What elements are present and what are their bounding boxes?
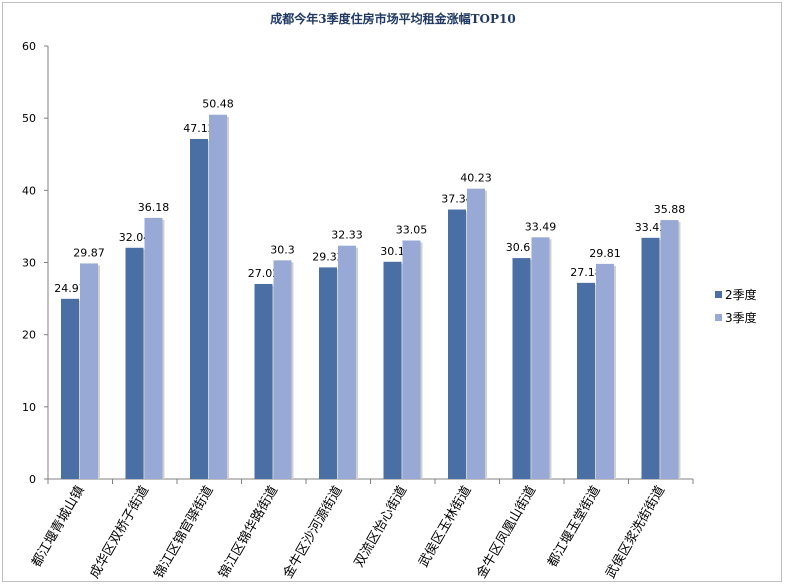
bar-q3 xyxy=(273,260,292,479)
data-label: 36.18 xyxy=(138,201,170,214)
data-label: 37.34 xyxy=(441,193,473,206)
y-tick-label: 0 xyxy=(29,473,36,486)
x-category-label: 都江堰玉堂街道 xyxy=(545,484,603,570)
bar-q2 xyxy=(641,237,660,479)
bar-q2 xyxy=(383,261,402,479)
x-category-label: 都江堰青城山镇 xyxy=(29,484,87,570)
x-category-label: 锦江区锦官驿街道 xyxy=(151,483,217,581)
x-category-label: 成华区双桥子街道 xyxy=(87,484,152,582)
bar-q3 xyxy=(338,245,356,479)
data-label: 32.33 xyxy=(331,229,363,242)
data-label: 27.18 xyxy=(570,266,602,279)
y-tick-label: 60 xyxy=(22,40,36,53)
bar-q3 xyxy=(596,263,614,479)
bar-q3 xyxy=(209,114,227,479)
bar-q2 xyxy=(577,282,595,479)
bar-q2 xyxy=(190,138,208,479)
y-tick-label: 20 xyxy=(22,329,36,342)
bar-q2 xyxy=(512,258,531,479)
legend-swatch-q3 xyxy=(715,314,722,321)
data-label: 30.1 xyxy=(380,245,405,258)
bar-q2 xyxy=(448,209,466,479)
data-label: 32.04 xyxy=(119,231,151,244)
legend-item-q2: 2季度 xyxy=(715,286,757,303)
data-label: 29.81 xyxy=(589,247,621,260)
x-category-label: 双流区怡心街道 xyxy=(352,484,410,570)
chart-title: 成都今年3季度住房市场平均租金涨幅TOP10 xyxy=(270,12,516,26)
x-category-label: 金牛区凤凰山街道 xyxy=(473,483,539,581)
bar-q2 xyxy=(254,284,273,479)
data-label: 30.61 xyxy=(506,241,538,254)
data-label: 24.97 xyxy=(54,282,86,295)
data-label: 35.88 xyxy=(654,203,686,216)
bar-q3 xyxy=(531,237,550,479)
data-label: 29.32 xyxy=(312,250,344,263)
x-category-label: 武侯区玉林街道 xyxy=(416,484,474,570)
x-category-label: 金牛区沙河源街道 xyxy=(280,483,346,581)
legend-swatch-q2 xyxy=(715,291,722,298)
legend-item-q3: 3季度 xyxy=(715,309,757,326)
data-label: 50.48 xyxy=(202,98,234,111)
bar-q2 xyxy=(61,298,79,479)
legend-label-q3: 3季度 xyxy=(725,311,757,325)
x-category-label: 锦江区锦华路街道 xyxy=(215,483,281,581)
y-tick-label: 30 xyxy=(22,257,36,270)
data-label: 33.42 xyxy=(635,221,667,234)
bar-q2 xyxy=(319,267,337,479)
y-tick-label: 40 xyxy=(22,184,36,197)
y-tick-label: 10 xyxy=(22,401,36,414)
bar-q3 xyxy=(467,188,485,479)
bar-q3 xyxy=(144,217,163,479)
legend-label-q2: 2季度 xyxy=(725,288,757,302)
x-category-label: 武侯区浆洗街街道 xyxy=(603,484,668,582)
bar-q3 xyxy=(660,220,679,480)
data-label: 33.49 xyxy=(525,220,557,233)
data-label: 47.12 xyxy=(183,122,215,135)
bar-q3 xyxy=(80,263,98,479)
data-label: 27.02 xyxy=(248,267,280,280)
y-tick-label: 50 xyxy=(22,112,36,125)
bar-q3 xyxy=(402,240,421,479)
bar-q2 xyxy=(125,247,144,479)
data-label: 33.05 xyxy=(396,223,428,236)
data-label: 30.3 xyxy=(270,243,295,256)
data-label: 40.23 xyxy=(460,172,492,185)
data-label: 29.87 xyxy=(73,246,105,259)
